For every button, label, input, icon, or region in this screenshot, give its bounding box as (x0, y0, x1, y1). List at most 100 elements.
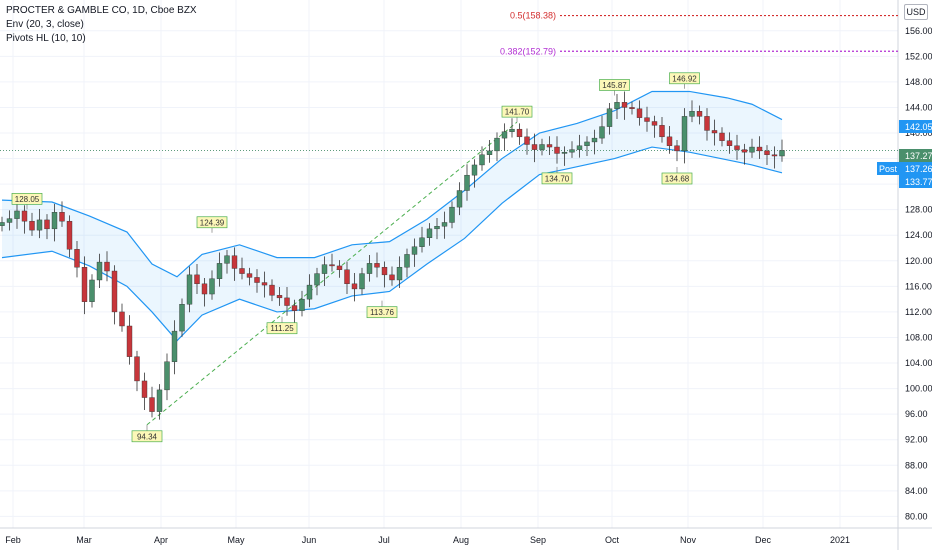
time-tick-label: Sep (530, 535, 546, 545)
envelope-indicator-label[interactable]: Env (20, 3, close) (6, 19, 84, 30)
pivot-label-box (501, 105, 533, 118)
pivot-label-box (266, 322, 298, 335)
candle-body (14, 210, 20, 219)
candle-body (629, 107, 635, 109)
candle-body (584, 141, 590, 146)
time-tick-label: Feb (5, 535, 21, 545)
candle-body (674, 145, 680, 152)
candle-body (269, 284, 275, 296)
candle-body (284, 297, 290, 306)
trend-line (146, 121, 518, 426)
candle-body (44, 219, 50, 230)
pivot-label-box (11, 193, 43, 205)
candle-body (149, 397, 155, 412)
pivot-label: 113.76 (370, 308, 394, 317)
price-tag-text: 137.26 (905, 164, 932, 174)
pivots-indicator-label[interactable]: Pivots HL (10, 10) (6, 33, 86, 44)
pivot-label: 134.68 (665, 174, 690, 183)
fib-level-label: 0.5(158.38) (510, 11, 556, 21)
candle-body (419, 237, 425, 247)
price-tag-text: 142.05 (905, 122, 932, 132)
candle-body (321, 264, 328, 274)
candle-body (561, 151, 568, 154)
time-tick-label: Mar (76, 535, 92, 545)
time-tick-label: Jul (378, 535, 390, 545)
pivot-label-box (599, 79, 630, 91)
candle-body (6, 218, 13, 223)
pivot-label-box (541, 172, 573, 185)
candle-body (741, 149, 748, 153)
chart-legend: PROCTER & GAMBLE CO, 1D, Cboe BZX Env (2… (6, 4, 197, 46)
candle-body (171, 330, 178, 362)
candle-body (554, 146, 560, 154)
price-tick-label: 104.00 (905, 358, 932, 368)
candle-body (336, 265, 343, 270)
candle-body (606, 108, 613, 127)
time-tick-label: Dec (755, 535, 772, 545)
candle-body (456, 190, 463, 208)
candle-body (509, 128, 515, 132)
candle-body (89, 279, 95, 302)
pivot-label: 111.25 (270, 324, 294, 333)
candle-body (231, 255, 238, 269)
candle-body (689, 111, 695, 117)
candle-body (486, 150, 493, 155)
price-tick-label: 96.00 (905, 409, 928, 419)
candle-body (711, 130, 718, 134)
price-tick-label: 156.00 (905, 26, 932, 36)
pivot-label-box (366, 306, 398, 319)
price-tick-label: 152.00 (905, 51, 932, 61)
price-tag (899, 149, 932, 162)
price-tick-label: 128.00 (905, 205, 932, 215)
candle-body (374, 263, 380, 268)
candle-body (681, 116, 688, 152)
candle-body (344, 269, 350, 285)
price-tag-text: 133.77 (905, 177, 932, 187)
candle-body (441, 222, 448, 227)
price-tick-label: 84.00 (905, 486, 928, 496)
candle-body (779, 150, 785, 157)
candle-body (179, 304, 185, 332)
candle-body (246, 273, 253, 278)
candle-body (51, 212, 58, 230)
candle-body (134, 356, 140, 382)
candle-body (696, 111, 703, 117)
candle-body (126, 325, 133, 357)
envelope-fill (2, 91, 782, 341)
candle-body (614, 102, 620, 109)
candle-body (644, 117, 650, 122)
candle-body (119, 311, 125, 327)
candle-body (531, 144, 538, 150)
candle-body (479, 154, 485, 166)
candle-body (516, 128, 523, 138)
candle-body (389, 274, 395, 281)
candle-body (764, 150, 770, 155)
candle-body (291, 305, 298, 311)
price-tag-text: 137.27 (905, 151, 932, 161)
pivot-label-box (669, 72, 700, 85)
candle-body (254, 277, 260, 283)
candle-body (404, 254, 410, 268)
candle-body (104, 261, 110, 272)
candle-body (359, 273, 365, 290)
candle-body (0, 222, 5, 226)
price-tick-label: 148.00 (905, 77, 932, 87)
candle-body (194, 274, 200, 285)
candle-body (411, 246, 418, 255)
candle-body (81, 266, 88, 302)
candle-body (719, 132, 725, 141)
candle-body (464, 174, 470, 191)
candle-body (366, 263, 373, 274)
pivot-label: 124.39 (200, 218, 225, 227)
candle-body (434, 226, 440, 230)
candle-body (239, 268, 245, 274)
time-tick-label: May (227, 535, 245, 545)
fib-level-label: 0.382(152.79) (500, 46, 556, 56)
candle-body (591, 137, 598, 143)
price-tick-label: 80.00 (905, 511, 928, 521)
price-tick-label: 100.00 (905, 384, 932, 394)
currency-selector[interactable]: USD (904, 4, 928, 20)
candle-body (261, 282, 268, 286)
